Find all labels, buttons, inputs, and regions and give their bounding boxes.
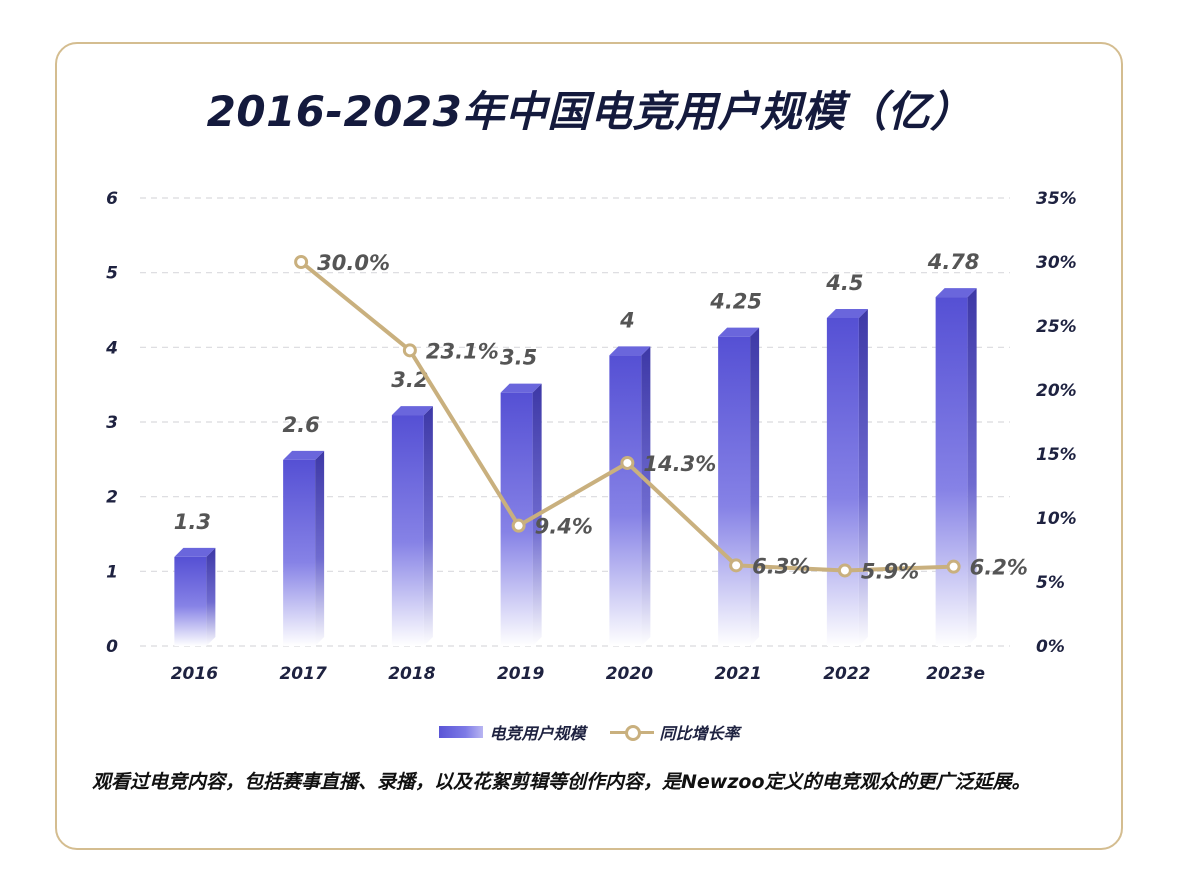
x-tick-label: 2017 bbox=[279, 664, 326, 684]
y-left-tick-label: 2 bbox=[106, 488, 118, 508]
bar-front bbox=[718, 336, 751, 646]
growth-point bbox=[294, 255, 309, 269]
y-right-tick-label: 15% bbox=[1036, 445, 1077, 465]
legend-item-growth: 同比增长率 bbox=[609, 720, 740, 744]
bar-value-label: 4.25 bbox=[709, 290, 762, 314]
growth-point bbox=[837, 563, 852, 578]
legend-item-users: 电竞用户规模 bbox=[439, 720, 586, 744]
growth-value-label: 30.0% bbox=[317, 251, 390, 275]
bar-front bbox=[391, 415, 424, 646]
x-tick-label: 2018 bbox=[388, 664, 435, 684]
footnote: 观看过电竞内容，包括赛事直播、录播，以及花絮剪辑等创作内容，是Newzoo定义的… bbox=[92, 771, 1031, 793]
bar-top bbox=[609, 346, 651, 356]
bar-value-label: 4.78 bbox=[927, 250, 980, 274]
legend-line-swatch bbox=[609, 724, 654, 741]
bar-value-label: 3.5 bbox=[500, 346, 537, 370]
growth-point bbox=[729, 558, 744, 573]
legend-label-growth: 同比增长率 bbox=[659, 724, 740, 743]
legend-label-users: 电竞用户规模 bbox=[489, 724, 586, 743]
bar bbox=[391, 406, 433, 646]
bar-side bbox=[858, 309, 868, 646]
growth-point bbox=[620, 455, 635, 470]
bar-top bbox=[391, 406, 433, 416]
bar bbox=[718, 327, 760, 646]
bar-side bbox=[315, 450, 325, 646]
x-tick-label: 2022 bbox=[823, 664, 870, 684]
y-left-tick-label: 4 bbox=[105, 338, 118, 358]
growth-value-label: 5.9% bbox=[861, 559, 919, 583]
y-right-tick-label: 30% bbox=[1036, 253, 1077, 273]
bar-value-label: 4 bbox=[619, 308, 635, 332]
legend: 电竞用户规模 同比增长率 bbox=[0, 720, 1179, 744]
bar-front bbox=[935, 297, 968, 646]
bar-front bbox=[826, 318, 859, 646]
growth-point bbox=[946, 559, 961, 574]
bar-value-label: 4.5 bbox=[825, 271, 863, 295]
growth-point bbox=[511, 518, 526, 533]
bar-top bbox=[500, 383, 542, 393]
y-left-tick-label: 6 bbox=[106, 189, 118, 209]
y-right-tick-label: 5% bbox=[1036, 573, 1065, 593]
y-left-tick-label: 5 bbox=[106, 264, 118, 284]
bar-side bbox=[206, 547, 216, 646]
bar bbox=[174, 547, 216, 646]
bar bbox=[609, 346, 651, 646]
y-right-tick-label: 25% bbox=[1036, 317, 1077, 337]
bar-front bbox=[609, 355, 642, 646]
bar-value-label: 1.3 bbox=[174, 510, 211, 534]
bar-top bbox=[174, 547, 216, 557]
bar-side bbox=[423, 406, 433, 646]
bar bbox=[935, 288, 977, 646]
bar-side bbox=[750, 327, 760, 646]
chart-title: 2016-2023年中国电竞用户规模（亿） bbox=[206, 87, 973, 136]
bar-front bbox=[283, 459, 316, 646]
y-right-tick-label: 0% bbox=[1036, 637, 1065, 657]
x-tick-label: 2019 bbox=[497, 664, 544, 684]
x-tick-label: 2023e bbox=[926, 664, 985, 684]
bar bbox=[283, 450, 325, 646]
bar-top bbox=[935, 288, 977, 298]
bar-side bbox=[967, 288, 977, 646]
growth-value-label: 14.3% bbox=[643, 452, 716, 476]
y-left-tick-label: 3 bbox=[106, 413, 118, 433]
bar-top bbox=[826, 309, 868, 318]
growth-value-label: 6.3% bbox=[752, 554, 810, 578]
bar-top bbox=[718, 327, 760, 337]
y-right-tick-label: 35% bbox=[1036, 189, 1077, 209]
y-left-tick-label: 0 bbox=[106, 637, 118, 657]
x-tick-label: 2021 bbox=[714, 664, 761, 684]
bar bbox=[826, 309, 868, 646]
growth-value-label: 9.4% bbox=[535, 515, 593, 539]
growth-value-label: 23.1% bbox=[426, 339, 499, 363]
x-tick-label: 2020 bbox=[606, 664, 653, 684]
bar-side bbox=[641, 346, 651, 646]
y-right-tick-label: 20% bbox=[1036, 381, 1077, 401]
y-left-tick-label: 1 bbox=[106, 562, 118, 582]
y-right-tick-label: 10% bbox=[1036, 509, 1077, 529]
growth-value-label: 6.2% bbox=[970, 556, 1028, 580]
legend-bar-swatch bbox=[439, 726, 484, 738]
bar-top bbox=[283, 450, 325, 460]
bar-value-label: 2.6 bbox=[283, 413, 320, 437]
x-tick-label: 2016 bbox=[171, 664, 218, 684]
growth-point bbox=[402, 343, 417, 358]
bar-front bbox=[174, 556, 207, 646]
